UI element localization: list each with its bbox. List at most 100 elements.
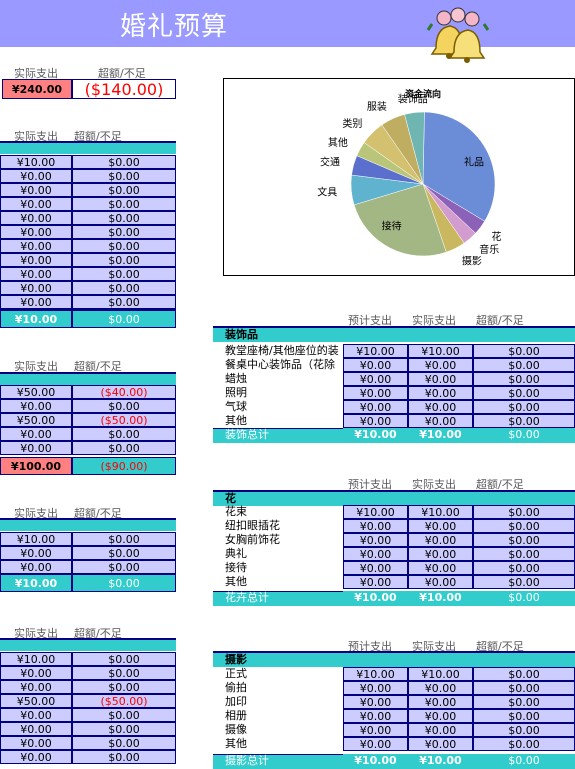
section-total-diff[interactable]: $0.00: [72, 310, 176, 328]
diff-cell[interactable]: $0.00: [473, 547, 575, 561]
actual-cell[interactable]: ¥0.00: [0, 546, 72, 560]
diff-cell[interactable]: ($50.00): [72, 413, 176, 427]
actual-cell[interactable]: ¥0.00: [0, 211, 72, 225]
total-estimated[interactable]: ¥10.00: [343, 428, 408, 442]
estimated-cell[interactable]: ¥0.00: [343, 723, 408, 737]
diff-cell[interactable]: $0.00: [72, 532, 176, 546]
estimated-cell[interactable]: ¥0.00: [343, 400, 408, 414]
actual-cell[interactable]: ¥50.00: [0, 694, 72, 708]
diff-cell[interactable]: $0.00: [72, 427, 176, 441]
section-total-actual[interactable]: ¥10.00: [0, 574, 72, 592]
total-actual[interactable]: ¥10.00: [408, 754, 473, 768]
total-diff[interactable]: $0.00: [473, 428, 575, 442]
diff-cell[interactable]: $0.00: [72, 253, 176, 267]
diff-cell[interactable]: $0.00: [473, 695, 575, 709]
actual-cell[interactable]: ¥0.00: [0, 736, 72, 750]
diff-cell[interactable]: $0.00: [473, 723, 575, 737]
actual-cell[interactable]: ¥0.00: [0, 399, 72, 413]
actual-cell[interactable]: ¥0.00: [408, 372, 473, 386]
estimated-cell[interactable]: ¥0.00: [343, 358, 408, 372]
section-total-diff[interactable]: ($90.00): [72, 457, 176, 475]
actual-cell[interactable]: ¥0.00: [408, 400, 473, 414]
actual-cell[interactable]: ¥10.00: [0, 155, 72, 169]
actual-cell[interactable]: ¥0.00: [0, 281, 72, 295]
actual-cell[interactable]: ¥0.00: [0, 560, 72, 574]
estimated-cell[interactable]: ¥0.00: [343, 386, 408, 400]
actual-cell[interactable]: ¥0.00: [0, 722, 72, 736]
total-actual[interactable]: ¥10.00: [408, 428, 473, 442]
diff-cell[interactable]: $0.00: [473, 709, 575, 723]
diff-cell[interactable]: $0.00: [72, 267, 176, 281]
grand-total-diff[interactable]: ($140.00): [72, 79, 176, 99]
actual-cell[interactable]: ¥0.00: [0, 197, 72, 211]
section-total-diff[interactable]: $0.00: [72, 574, 176, 592]
actual-cell[interactable]: ¥0.00: [0, 441, 72, 455]
actual-cell[interactable]: ¥0.00: [408, 737, 473, 751]
diff-cell[interactable]: $0.00: [473, 386, 575, 400]
total-diff[interactable]: $0.00: [473, 754, 575, 768]
estimated-cell[interactable]: ¥0.00: [343, 695, 408, 709]
diff-cell[interactable]: $0.00: [72, 239, 176, 253]
diff-cell[interactable]: $0.00: [72, 225, 176, 239]
diff-cell[interactable]: $0.00: [473, 358, 575, 372]
diff-cell[interactable]: $0.00: [72, 295, 176, 309]
estimated-cell[interactable]: ¥0.00: [343, 681, 408, 695]
actual-cell[interactable]: ¥0.00: [0, 750, 72, 764]
grand-total-actual[interactable]: ¥240.00: [2, 79, 72, 99]
actual-cell[interactable]: ¥10.00: [408, 344, 473, 358]
actual-cell[interactable]: ¥0.00: [408, 561, 473, 575]
actual-cell[interactable]: ¥0.00: [408, 695, 473, 709]
diff-cell[interactable]: $0.00: [473, 561, 575, 575]
diff-cell[interactable]: $0.00: [473, 519, 575, 533]
actual-cell[interactable]: ¥0.00: [0, 680, 72, 694]
estimated-cell[interactable]: ¥0.00: [343, 547, 408, 561]
actual-cell[interactable]: ¥0.00: [408, 709, 473, 723]
diff-cell[interactable]: $0.00: [473, 575, 575, 589]
diff-cell[interactable]: $0.00: [72, 183, 176, 197]
actual-cell[interactable]: ¥10.00: [0, 652, 72, 666]
estimated-cell[interactable]: ¥0.00: [343, 533, 408, 547]
actual-cell[interactable]: ¥0.00: [408, 533, 473, 547]
diff-cell[interactable]: $0.00: [72, 722, 176, 736]
diff-cell[interactable]: $0.00: [72, 736, 176, 750]
actual-cell[interactable]: ¥0.00: [408, 386, 473, 400]
total-actual[interactable]: ¥10.00: [408, 591, 473, 605]
diff-cell[interactable]: $0.00: [473, 414, 575, 428]
diff-cell[interactable]: $0.00: [473, 344, 575, 358]
estimated-cell[interactable]: ¥10.00: [343, 344, 408, 358]
diff-cell[interactable]: $0.00: [473, 737, 575, 751]
estimated-cell[interactable]: ¥0.00: [343, 575, 408, 589]
estimated-cell[interactable]: ¥10.00: [343, 667, 408, 681]
estimated-cell[interactable]: ¥0.00: [343, 737, 408, 751]
diff-cell[interactable]: $0.00: [72, 281, 176, 295]
actual-cell[interactable]: ¥0.00: [408, 723, 473, 737]
section-total-actual[interactable]: ¥100.00: [0, 457, 72, 475]
actual-cell[interactable]: ¥0.00: [0, 666, 72, 680]
diff-cell[interactable]: $0.00: [72, 197, 176, 211]
actual-cell[interactable]: ¥0.00: [0, 708, 72, 722]
diff-cell[interactable]: $0.00: [72, 560, 176, 574]
diff-cell[interactable]: $0.00: [72, 666, 176, 680]
estimated-cell[interactable]: ¥0.00: [343, 709, 408, 723]
section-total-actual[interactable]: ¥10.00: [0, 310, 72, 328]
actual-cell[interactable]: ¥0.00: [408, 519, 473, 533]
estimated-cell[interactable]: ¥0.00: [343, 519, 408, 533]
diff-cell[interactable]: $0.00: [72, 652, 176, 666]
actual-cell[interactable]: ¥0.00: [408, 681, 473, 695]
total-estimated[interactable]: ¥10.00: [343, 754, 408, 768]
actual-cell[interactable]: ¥0.00: [0, 183, 72, 197]
diff-cell[interactable]: $0.00: [72, 211, 176, 225]
actual-cell[interactable]: ¥0.00: [0, 295, 72, 309]
actual-cell[interactable]: ¥0.00: [0, 225, 72, 239]
estimated-cell[interactable]: ¥0.00: [343, 372, 408, 386]
diff-cell[interactable]: $0.00: [72, 708, 176, 722]
diff-cell[interactable]: $0.00: [473, 533, 575, 547]
diff-cell[interactable]: $0.00: [72, 169, 176, 183]
total-estimated[interactable]: ¥10.00: [343, 591, 408, 605]
diff-cell[interactable]: $0.00: [473, 505, 575, 519]
diff-cell[interactable]: $0.00: [72, 155, 176, 169]
diff-cell[interactable]: $0.00: [72, 680, 176, 694]
actual-cell[interactable]: ¥0.00: [0, 253, 72, 267]
estimated-cell[interactable]: ¥0.00: [343, 414, 408, 428]
diff-cell[interactable]: ($50.00): [72, 694, 176, 708]
